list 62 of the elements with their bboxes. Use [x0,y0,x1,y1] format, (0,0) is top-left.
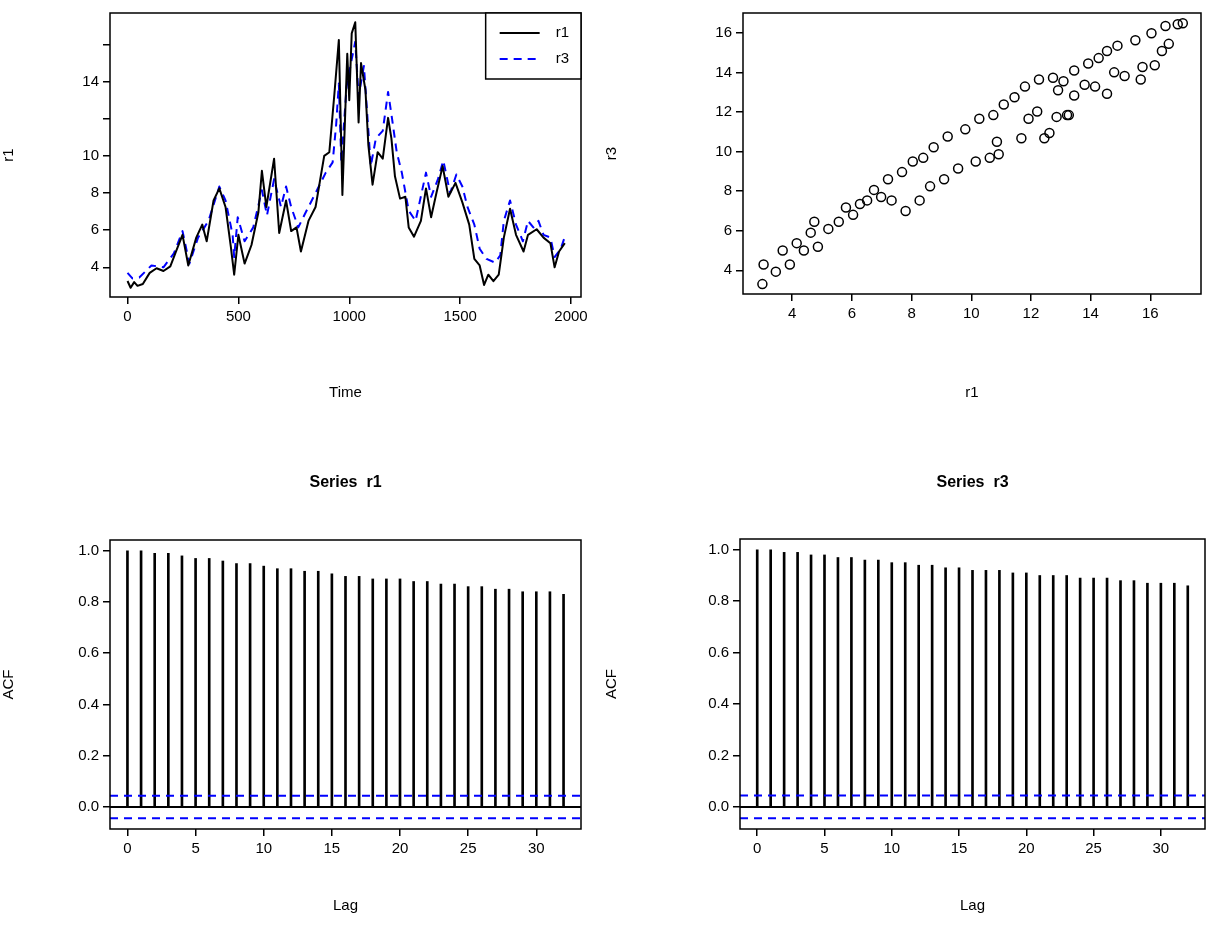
x-tick-label: 5 [191,839,200,857]
x-tick-label: 10 [255,839,273,857]
x-axis-title: Lag [959,896,986,914]
legend-label: r1 [555,23,570,41]
y-tick-label: 1.0 [708,539,729,557]
x-tick-label: 1000 [332,307,366,325]
y-tick-label: 0.6 [78,643,99,661]
y-axis-title: ACF [602,669,620,699]
x-tick-label: 0 [123,839,132,857]
x-tick-label: 16 [1141,304,1159,322]
y-tick-label: 16 [715,22,732,40]
x-tick-label: 0 [753,839,762,857]
x-tick-label: 25 [459,839,477,857]
chart-title: Series r3 [936,473,1009,491]
y-tick-label: 0.4 [708,694,729,712]
x-axis-title: Lag [332,896,359,914]
x-tick-label: 10 [962,304,980,322]
y-tick-label: 0.8 [708,591,729,609]
y-axis-title: r1 [0,148,17,162]
x-tick-label: 5 [820,839,829,857]
x-tick-label: 4 [788,304,797,322]
x-tick-label: 25 [1085,839,1102,857]
legend-label: r3 [555,49,570,67]
y-tick-label: 8 [723,181,732,199]
y-tick-label: 0.2 [708,745,729,763]
y-axis-title: r3 [602,146,620,161]
x-tick-label: 30 [1152,839,1170,857]
x-tick-label: 1500 [443,307,477,325]
x-tick-label: 10 [883,839,901,857]
y-tick-label: 6 [723,220,732,238]
x-tick-label: 14 [1082,304,1099,322]
x-tick-label: 15 [950,839,968,857]
y-tick-label: 14 [82,71,99,89]
y-tick-label: 12 [715,102,732,120]
x-axis-title: r1 [965,383,979,401]
y-tick-label: 0.0 [78,797,99,815]
x-tick-label: 500 [225,307,251,325]
y-tick-label: 6 [90,220,99,238]
chart-title: Series r1 [309,473,382,491]
y-tick-label: 0.4 [78,694,99,712]
x-tick-label: 12 [1022,304,1040,322]
x-tick-label: 20 [391,839,409,857]
x-tick-label: 8 [907,304,916,322]
x-tick-label: 20 [1017,839,1035,857]
x-tick-label: 30 [527,839,545,857]
y-axis-title: ACF [0,669,17,700]
x-tick-label: 6 [847,304,857,322]
y-tick-label: 4 [723,260,732,278]
y-tick-label: 0.2 [78,745,99,763]
x-axis-title: Time [329,383,362,401]
y-tick-label: 0.8 [78,592,99,610]
y-tick-label: 4 [90,257,99,275]
x-tick-label: 15 [323,839,341,857]
y-tick-label: 14 [715,62,732,80]
y-tick-label: 1.0 [78,540,99,558]
y-tick-label: 0.6 [708,642,729,660]
y-tick-label: 10 [82,146,99,164]
y-tick-label: 8 [90,183,99,201]
x-tick-label: 2000 [554,307,588,325]
x-tick-label: 0 [123,307,132,325]
y-tick-label: 10 [715,141,732,159]
y-tick-label: 0.0 [708,797,729,815]
